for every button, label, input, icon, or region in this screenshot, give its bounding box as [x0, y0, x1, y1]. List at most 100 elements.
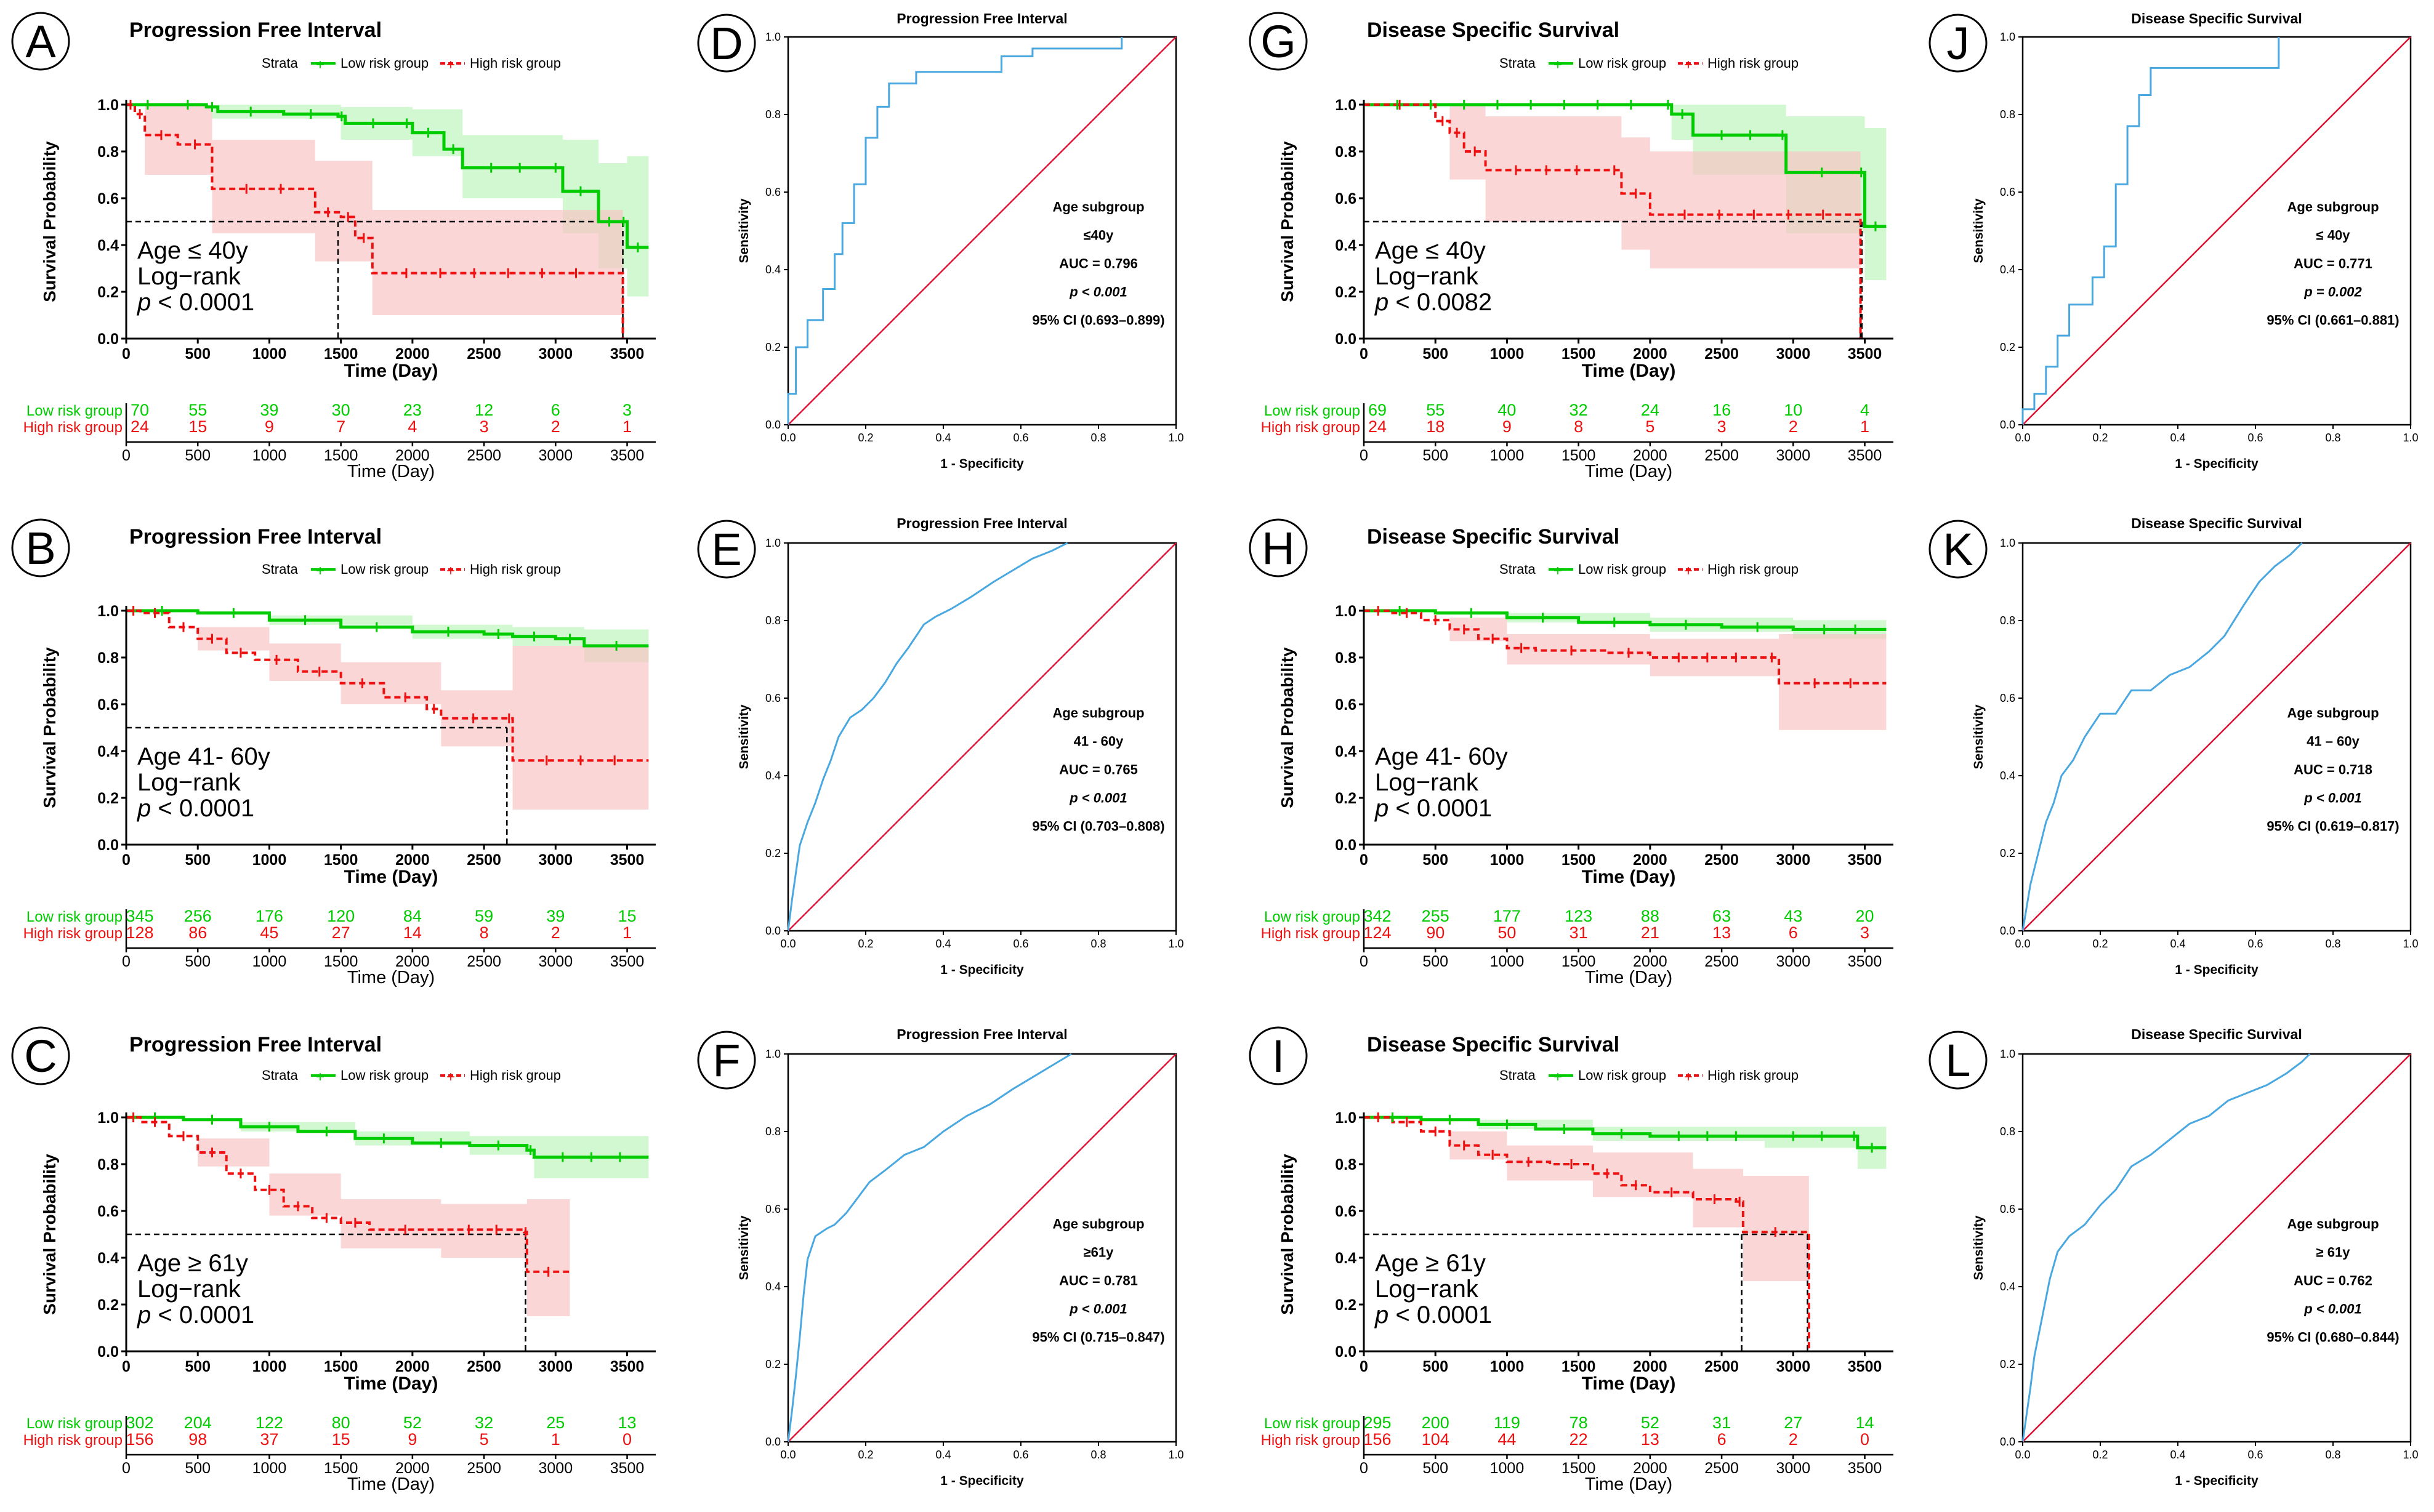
y-tick-label: 0.4	[97, 743, 119, 760]
x-tick-label: 1.0	[2403, 938, 2418, 950]
risk-table-tick-label: 0	[1360, 953, 1368, 970]
y-tick-label: 0.0	[765, 925, 781, 937]
y-tick-label: 1.0	[97, 97, 119, 114]
y-tick-label: 0.8	[2000, 1125, 2015, 1138]
roc-p-value: p < 0.001	[1069, 790, 1127, 806]
risk-table-low-label: Low risk group	[26, 403, 123, 419]
subgroup-title: Age subgroup	[1052, 706, 1144, 721]
risk-table-tick-label: 3500	[610, 447, 645, 464]
y-axis-label: Sensitivity	[1972, 704, 1986, 769]
y-axis-label: Survival Probability	[1278, 1154, 1297, 1315]
x-tick-label: 1.0	[1168, 432, 1183, 444]
y-tick-label: 0.4	[1335, 743, 1356, 760]
age-group-label: Age ≥ 61y	[1375, 1250, 1486, 1277]
y-tick-label: 1.0	[1335, 97, 1356, 114]
risk-count-low: 39	[546, 907, 565, 925]
panel-letter-F: F	[712, 1035, 740, 1086]
test-label: Log−rank	[1375, 263, 1479, 290]
reference-diagonal	[788, 1053, 1177, 1442]
panel-letter-H-circle	[1249, 518, 1308, 577]
roc-p-value: p = 0.002	[2303, 284, 2362, 300]
y-tick-label: 0.8	[765, 1125, 781, 1138]
y-tick-label: 0.6	[765, 1203, 781, 1215]
x-tick-label: 3500	[1848, 1358, 1882, 1375]
reference-diagonal	[788, 542, 1177, 931]
y-tick-label: 0.4	[2000, 770, 2015, 782]
x-tick-label: 2000	[1633, 1358, 1667, 1375]
x-tick-label: 3000	[538, 345, 573, 363]
y-tick-label: 0.6	[1335, 190, 1356, 207]
risk-table-high-label: High risk group	[1261, 925, 1360, 942]
risk-count-high: 5	[1645, 417, 1654, 436]
panel-letter-H: H	[1262, 523, 1294, 574]
x-tick-label: 0.0	[780, 938, 796, 950]
x-tick-label: 0	[122, 345, 131, 363]
risk-table-tick-label: 3500	[610, 1460, 645, 1477]
x-tick-label: 0.8	[2325, 432, 2340, 444]
legend-high-censor: +	[446, 57, 455, 73]
risk-count-high: 6	[1789, 923, 1798, 942]
risk-count-high: 90	[1426, 923, 1445, 942]
x-axis-label: 1 - Specificity	[2175, 457, 2259, 471]
ci-band-low	[1364, 611, 1887, 639]
risk-count-high: 7	[336, 417, 345, 436]
x-tick-label: 0.6	[2247, 432, 2263, 444]
risk-count-low: 43	[1784, 907, 1802, 925]
y-tick-label: 0.0	[97, 837, 119, 854]
risk-count-high: 1	[623, 417, 632, 436]
y-axis-label: Survival Probability	[1278, 647, 1297, 808]
x-tick-label: 0.4	[2170, 432, 2185, 444]
y-tick-label: 1.0	[2000, 1048, 2015, 1060]
risk-table-tick-label: 1500	[1562, 447, 1596, 464]
x-tick-label: 1500	[324, 1358, 358, 1375]
x-tick-label: 500	[185, 851, 211, 869]
p-value: < 0.0001	[158, 289, 254, 316]
risk-count-high: 24	[131, 417, 149, 436]
x-tick-label: 3500	[1848, 851, 1882, 869]
risk-count-low: 6	[551, 401, 560, 419]
risk-table-tick-label: 2000	[1633, 1460, 1667, 1477]
legend-high-label: High risk group	[1707, 55, 1799, 71]
x-tick-label: 3500	[610, 345, 645, 363]
risk-table-tick-label: 3000	[1776, 953, 1810, 970]
risk-table-x-label: Time (Day)	[1585, 968, 1672, 987]
legend-low-censor: +	[1553, 57, 1562, 73]
y-tick-label: 1.0	[765, 537, 781, 549]
x-tick-label: 0.4	[935, 432, 951, 444]
risk-table-tick-label: 2000	[395, 1460, 430, 1477]
x-tick-label: 0.8	[2325, 938, 2340, 950]
risk-table-tick-label: 0	[1360, 447, 1368, 464]
x-tick-label: 0.0	[2015, 1449, 2030, 1461]
x-tick-label: 0.8	[1090, 938, 1106, 950]
km-curve-low	[1364, 103, 1887, 228]
y-tick-label: 0.0	[97, 1343, 119, 1361]
y-tick-label: 0.0	[97, 331, 119, 348]
risk-count-low: 204	[184, 1413, 212, 1432]
y-tick-label: 1.0	[765, 31, 781, 43]
x-tick-label: 3000	[538, 851, 573, 869]
km-curve-high	[1364, 609, 1887, 685]
km-curve-high	[1364, 1116, 1810, 1351]
p-value: < 0.0001	[1395, 1301, 1492, 1329]
risk-count-low: 52	[403, 1413, 422, 1432]
risk-count-high: 45	[260, 923, 278, 942]
x-tick-label: 0.2	[2092, 1449, 2108, 1461]
risk-table-tick-label: 500	[185, 447, 211, 464]
risk-count-high: 37	[260, 1430, 278, 1449]
reference-diagonal	[788, 36, 1177, 425]
p-symbol: p	[137, 1301, 158, 1329]
km-curve-high	[126, 609, 649, 762]
x-tick-label: 0.4	[935, 938, 951, 950]
legend-high-label: High risk group	[470, 55, 561, 71]
risk-table-x-label: Time (Day)	[347, 1474, 435, 1494]
roc-title: Progression Free Interval	[897, 10, 1067, 26]
legend-strata-label: Strata	[262, 561, 298, 577]
roc-curve	[2021, 1053, 2311, 1442]
risk-count-high: 8	[480, 923, 489, 942]
risk-table-tick-label: 0	[122, 1460, 131, 1477]
panel-letter-K-circle	[1928, 520, 1988, 579]
risk-count-high: 15	[188, 417, 207, 436]
ci-band-high	[126, 611, 649, 810]
x-axis-label: 1 - Specificity	[940, 1474, 1024, 1488]
